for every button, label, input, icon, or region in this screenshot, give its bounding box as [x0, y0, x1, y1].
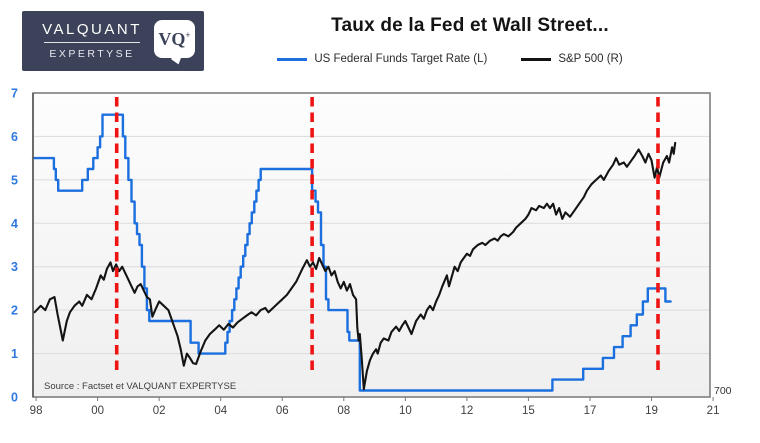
- sp500-line-swatch: [521, 57, 552, 61]
- valquant-logo: VALQUANT EXPERTYSE VQ +: [22, 11, 204, 71]
- series-sp500-line: [33, 141, 677, 391]
- x-tick-label: 17: [584, 405, 597, 417]
- y-tick-label: 2: [11, 304, 18, 318]
- legend-item-sp500: S&P 500 (R): [521, 53, 623, 65]
- legend-item-fed-funds: US Federal Funds Target Rate (L): [277, 53, 487, 65]
- y-tick-label: 0: [11, 391, 18, 405]
- plot-background: [33, 93, 710, 397]
- x-tick-label: 19: [645, 405, 658, 417]
- x-tick-label: 10: [399, 405, 412, 417]
- x-axis-labels: 98 00 02 04 06 08 10 12 15 17 19 21: [30, 405, 720, 417]
- x-tick-label: 21: [707, 405, 720, 417]
- y-tick-label: 4: [11, 217, 18, 231]
- y-tick-label: 1: [11, 347, 18, 361]
- x-tick-label: 08: [337, 405, 350, 417]
- logo-valquant-text: VALQUANT: [42, 21, 142, 38]
- logo-vq-badge-plus: +: [185, 30, 191, 40]
- x-tick-label: 15: [522, 405, 535, 417]
- x-tick-label: 98: [30, 405, 43, 417]
- right-axis-700-label: 700: [714, 385, 732, 397]
- legend-label-sp500: S&P 500 (R): [558, 53, 623, 65]
- y-tick-label: 5: [11, 173, 18, 187]
- x-tick-label: 00: [91, 405, 104, 417]
- gridlines: [33, 135, 710, 355]
- legend: US Federal Funds Target Rate (L) S&P 500…: [170, 53, 730, 65]
- logo-vq-badge: VQ +: [154, 20, 195, 65]
- y-tick-label: 6: [11, 130, 18, 144]
- x-tick-label: 04: [214, 405, 227, 417]
- x-axis-ticks: [35, 397, 714, 401]
- source-note: Source : Factset et VALQUANT EXPERTYSE: [44, 381, 237, 392]
- legend-label-fed-funds: US Federal Funds Target Rate (L): [314, 53, 488, 65]
- logo-divider: [44, 42, 140, 43]
- logo-expertyse-text: EXPERTYSE: [49, 48, 135, 60]
- x-tick-label: 06: [276, 405, 289, 417]
- logo-vq-badge-text: VQ: [158, 28, 186, 49]
- y-axis-labels: 0 1 2 3 4 5 6 7: [11, 87, 18, 405]
- fed-funds-line-swatch: [277, 57, 308, 61]
- x-tick-label: 12: [460, 405, 473, 417]
- y-tick-label: 3: [11, 260, 18, 274]
- page-title: Taux de la Fed et Wall Street...: [331, 15, 609, 36]
- x-tick-label: 02: [153, 405, 166, 417]
- series-fed-funds-line: [31, 113, 672, 392]
- y-tick-label: 7: [11, 87, 18, 101]
